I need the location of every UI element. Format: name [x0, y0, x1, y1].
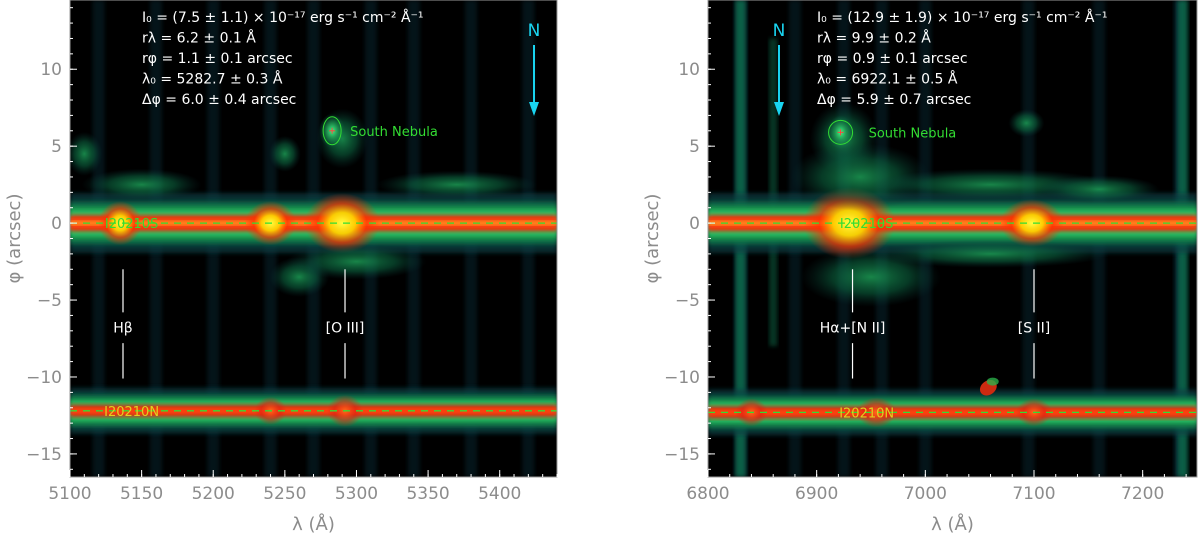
north-arrow-head — [774, 102, 784, 116]
north-label: N — [528, 21, 541, 41]
fit-annotation: rφ = 1.1 ± 0.1 arcsec — [142, 51, 293, 67]
galaxy-label: I20210S — [105, 217, 158, 232]
diffuse-emission — [870, 239, 1111, 268]
x-axis-title: λ (Å) — [931, 513, 974, 535]
y-tick-label: 10 — [40, 60, 62, 80]
emission-knot — [999, 199, 1064, 248]
x-tick-label: 7000 — [904, 484, 947, 504]
diffuse-emission — [1039, 175, 1160, 204]
y-tick-label: −10 — [26, 368, 62, 388]
galaxy-label: I20210N — [839, 406, 894, 421]
diffuse-emission — [70, 131, 103, 176]
emission-knot — [856, 397, 897, 428]
y-tick-label: −15 — [664, 445, 700, 465]
artifact-blob — [986, 377, 999, 386]
galaxy-band — [70, 407, 557, 414]
nebula-ellipse — [322, 116, 342, 146]
x-tick-label: 7100 — [1012, 484, 1055, 504]
y-tick-label: 5 — [51, 137, 62, 157]
x-tick-label: 5250 — [263, 484, 306, 504]
diffuse-emission — [1008, 109, 1045, 138]
fit-annotation: rλ = 9.9 ± 0.2 Å — [817, 30, 931, 47]
x-tick-label: 5300 — [335, 484, 378, 504]
y-tick-label: −5 — [37, 291, 62, 311]
y-tick-label: 0 — [689, 214, 700, 234]
fit-annotation: λ₀ = 5282.7 ± 0.3 Å — [142, 71, 283, 88]
x-tick-label: 5200 — [192, 484, 235, 504]
diffuse-emission — [286, 243, 427, 280]
panel-right: I20210S I20210N South Nebula Hα+[N II] [S II… — [642, 0, 1198, 535]
spectrum-image — [708, 0, 1197, 477]
x-tick-label: 5100 — [48, 484, 91, 504]
y-tick-label: −5 — [675, 291, 700, 311]
fit-annotation: λ₀ = 6922.1 ± 0.5 Å — [817, 71, 958, 88]
sky-line-column — [769, 38, 778, 347]
x-tick-label: 5150 — [120, 484, 163, 504]
diffuse-emission — [376, 170, 537, 199]
nebula-ellipse — [828, 119, 854, 145]
spectrum-image — [70, 0, 557, 477]
emission-knot — [98, 201, 143, 246]
x-tick-label: 7200 — [1121, 484, 1164, 504]
x-tick-label: 6900 — [795, 484, 838, 504]
x-axis-title: λ (Å) — [292, 513, 335, 535]
y-axis-title: φ (arcsec) — [4, 194, 25, 284]
emission-knot — [304, 193, 381, 254]
x-tick-label: 5400 — [478, 484, 521, 504]
fit-annotation: Δφ = 6.0 ± 0.4 arcsec — [142, 92, 296, 108]
y-tick-label: −15 — [26, 445, 62, 465]
y-tick-label: −10 — [664, 368, 700, 388]
diffuse-emission — [268, 135, 301, 172]
fit-annotation: I₀ = (7.5 ± 1.1) × 10⁻¹⁷ erg s⁻¹ cm⁻² Å⁻… — [142, 9, 424, 26]
north-arrow-head — [529, 102, 539, 116]
fit-annotation: rλ = 6.2 ± 0.1 Å — [142, 30, 256, 47]
galaxy-label: I20210S — [840, 217, 893, 232]
emission-line-label: [S II] — [1018, 321, 1051, 337]
emission-line-label: Hβ — [113, 321, 132, 337]
panel-left: I20210S I20210N South Nebula Hβ [O III] I₀ = … — [4, 0, 558, 535]
galaxy-label: I20210N — [104, 405, 159, 420]
diffuse-emission — [81, 168, 202, 201]
nebula-label: South Nebula — [350, 125, 438, 140]
y-tick-label: 5 — [689, 137, 700, 157]
fit-annotation: rφ = 0.9 ± 0.1 arcsec — [817, 51, 968, 67]
x-tick-label: 6800 — [686, 484, 729, 504]
nebula-label: South Nebula — [869, 126, 957, 141]
emission-line-label: [O III] — [326, 321, 365, 337]
fit-annotation: I₀ = (12.9 ± 1.9) × 10⁻¹⁷ erg s⁻¹ cm⁻² Å… — [817, 9, 1107, 26]
y-axis-title: φ (arcsec) — [642, 194, 663, 284]
fit-annotation: Δφ = 5.9 ± 0.7 arcsec — [817, 92, 971, 108]
emission-line-label: Hα+[N II] — [820, 321, 886, 337]
x-tick-label: 5350 — [406, 484, 449, 504]
y-tick-label: 0 — [51, 214, 62, 234]
north-label: N — [773, 21, 786, 41]
galaxy-band — [708, 409, 1197, 416]
galaxy-band — [708, 221, 1197, 226]
y-tick-label: 10 — [678, 60, 700, 80]
